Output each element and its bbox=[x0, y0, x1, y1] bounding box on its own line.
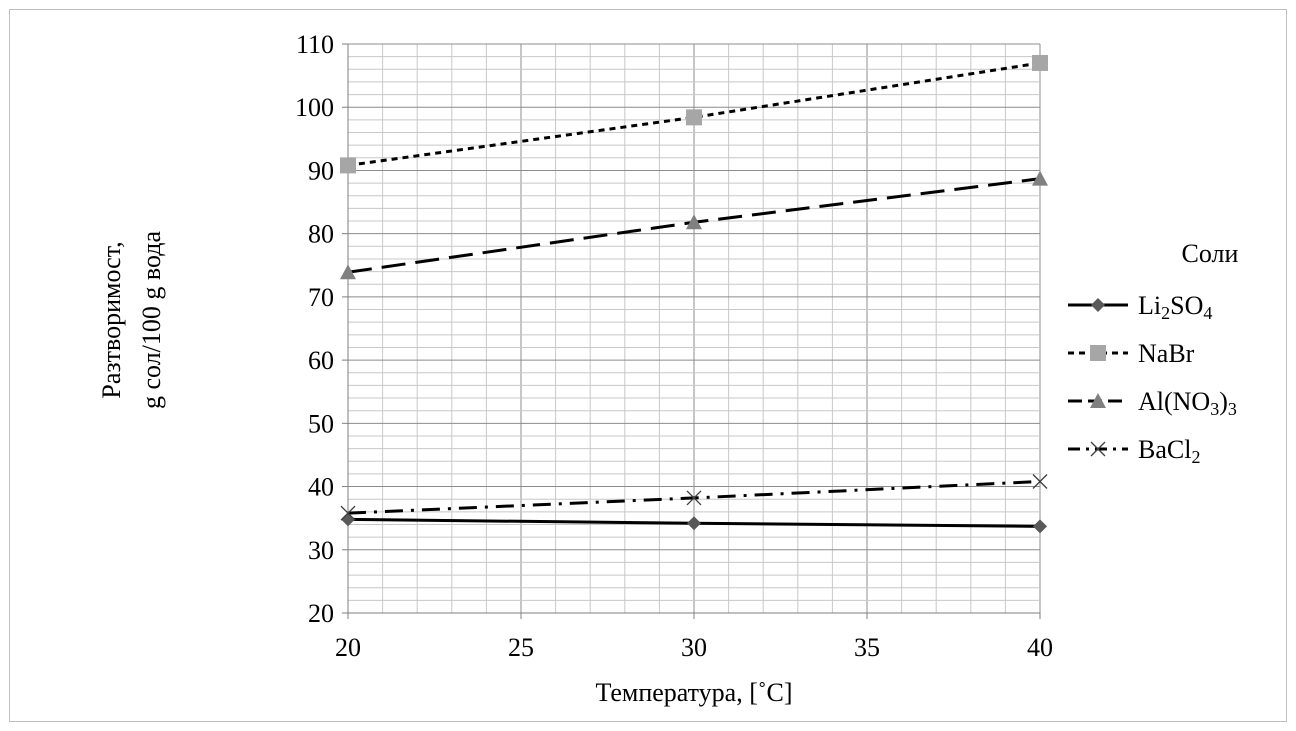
legend-item: NaBr bbox=[1068, 339, 1195, 368]
legend-item: Li2SO4 bbox=[1068, 291, 1212, 323]
x-tick-label: 35 bbox=[854, 633, 880, 662]
series-nabr bbox=[340, 54, 1048, 174]
data-point bbox=[687, 516, 701, 531]
legend-title: Соли bbox=[1182, 239, 1239, 268]
data-point bbox=[1032, 474, 1048, 489]
series-li2so4 bbox=[341, 512, 1047, 534]
y-tick-label: 70 bbox=[308, 283, 334, 312]
y-tick-label: 90 bbox=[308, 156, 334, 185]
data-point bbox=[340, 264, 356, 280]
y-tick-label: 100 bbox=[295, 93, 334, 122]
legend-marker bbox=[1091, 298, 1105, 312]
y-tick-label: 80 bbox=[308, 220, 334, 249]
data-point bbox=[686, 214, 702, 230]
data-point bbox=[1033, 519, 1047, 534]
legend-label: Li2SO4 bbox=[1138, 291, 1212, 323]
y-tick-label: 30 bbox=[308, 536, 334, 565]
data-point bbox=[1032, 54, 1048, 71]
y-axis-title-line2: g сол/100 g вода bbox=[137, 231, 166, 409]
x-tick-label: 30 bbox=[681, 633, 707, 662]
y-axis-title: Разтворимост, g сол/100 g вода bbox=[97, 231, 166, 409]
y-tick-label: 40 bbox=[308, 473, 334, 502]
chart-frame bbox=[9, 9, 1287, 722]
y-axis-title-line1: Разтворимост, bbox=[97, 241, 126, 398]
legend-marker bbox=[1090, 345, 1106, 361]
x-tick-label: 20 bbox=[335, 633, 361, 662]
series-al-no3-3 bbox=[340, 170, 1048, 280]
data-point bbox=[1032, 170, 1048, 186]
legend-item: Al(NO3)3 bbox=[1068, 387, 1237, 419]
x-axis-title: Температура, [˚C] bbox=[595, 678, 792, 707]
data-point bbox=[340, 157, 356, 174]
legend-label: NaBr bbox=[1138, 339, 1195, 368]
y-tick-label: 50 bbox=[308, 409, 334, 438]
y-tick-label: 20 bbox=[308, 599, 334, 628]
legend-item: BaCl2 bbox=[1068, 435, 1200, 467]
y-tick-label: 60 bbox=[308, 346, 334, 375]
x-tick-label: 40 bbox=[1027, 633, 1053, 662]
legend-label: Al(NO3)3 bbox=[1138, 387, 1237, 419]
legend: Соли Li2SO4 NaBr Al(NO3)3 BaCl2 bbox=[1068, 239, 1239, 467]
data-point bbox=[686, 490, 702, 506]
legend-marker bbox=[1090, 441, 1106, 457]
x-tick-label: 25 bbox=[508, 633, 534, 662]
series-bacl2 bbox=[340, 474, 1048, 521]
data-point bbox=[340, 505, 356, 521]
y-tick-label: 110 bbox=[296, 30, 334, 59]
data-point bbox=[686, 109, 702, 126]
legend-label: BaCl2 bbox=[1138, 435, 1200, 467]
legend-marker bbox=[1090, 393, 1106, 408]
